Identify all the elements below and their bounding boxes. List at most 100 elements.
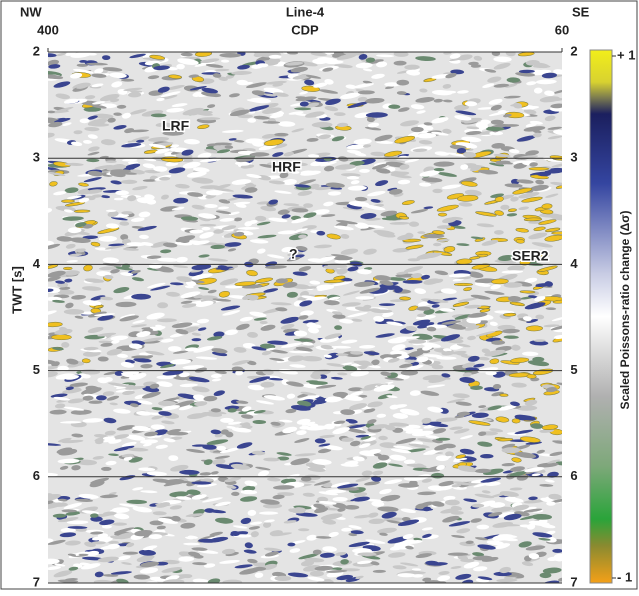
texture-blob <box>121 78 135 82</box>
texture-blob <box>457 297 478 302</box>
texture-blob <box>198 213 217 219</box>
texture-blob <box>162 579 185 583</box>
texture-blob <box>49 409 67 415</box>
texture-blob <box>478 431 487 436</box>
texture-blob <box>508 149 520 154</box>
texture-blob <box>48 442 61 446</box>
y-tick-label: 2 <box>33 43 40 58</box>
texture-blob <box>219 217 235 222</box>
texture-blob <box>304 111 325 118</box>
texture-blob <box>271 532 293 537</box>
texture-blob <box>420 390 440 396</box>
texture-blob <box>532 132 542 138</box>
texture-blob <box>543 324 560 328</box>
texture-blob <box>470 236 484 240</box>
texture-blob <box>367 122 380 128</box>
texture-blob <box>93 113 114 119</box>
texture-blob <box>67 553 77 557</box>
annotation: ? <box>289 246 298 262</box>
texture-blob <box>534 339 546 342</box>
texture-blob <box>368 518 385 525</box>
texture-blob <box>196 318 210 324</box>
texture-blob <box>114 370 124 376</box>
texture-blob <box>324 106 339 112</box>
texture-blob <box>177 58 199 65</box>
texture-blob <box>137 225 157 231</box>
texture-blob <box>263 395 286 401</box>
texture-blob <box>348 424 367 429</box>
texture-blob <box>373 230 395 236</box>
texture-blob <box>529 184 549 191</box>
texture-blob <box>354 196 368 202</box>
texture-blob <box>317 287 327 292</box>
texture-blob <box>539 572 552 579</box>
texture-blob <box>370 151 386 157</box>
texture-blob <box>412 148 428 153</box>
texture-blob <box>199 472 212 476</box>
texture-blob <box>313 397 328 405</box>
texture-blob <box>508 295 522 302</box>
texture-blob <box>97 533 109 538</box>
texture-blob <box>403 476 420 481</box>
texture-blob <box>48 493 61 502</box>
texture-blob <box>333 420 346 425</box>
texture-blob <box>311 121 333 128</box>
texture-blob <box>463 498 478 503</box>
texture-blob <box>128 92 142 98</box>
texture-blob <box>87 170 104 177</box>
texture-blob <box>112 434 130 440</box>
texture-blob <box>318 134 331 140</box>
texture-blob <box>367 190 386 197</box>
texture-blob <box>549 451 562 456</box>
texture-blob <box>68 566 79 571</box>
texture-blob <box>359 344 376 349</box>
texture-blob <box>199 223 217 227</box>
texture-blob <box>526 319 539 323</box>
texture-blob <box>406 364 424 371</box>
texture-blob <box>294 453 317 457</box>
texture-blob <box>305 296 327 301</box>
texture-blob <box>492 383 502 390</box>
texture-blob <box>366 224 385 229</box>
texture-blob <box>432 188 443 194</box>
texture-blob <box>434 270 449 276</box>
texture-blob <box>365 57 376 63</box>
texture-blob <box>516 405 538 411</box>
texture-blob <box>286 381 304 387</box>
texture-blob <box>371 309 393 314</box>
texture-blob <box>328 296 341 301</box>
texture-blob <box>270 302 292 306</box>
texture-blob <box>190 269 202 273</box>
texture-blob <box>483 468 504 476</box>
texture-blob <box>102 55 111 61</box>
texture-blob <box>94 434 108 438</box>
texture-blob <box>397 573 416 578</box>
texture-blob <box>431 304 440 308</box>
texture-blob <box>558 577 562 582</box>
texture-blob <box>441 373 451 378</box>
texture-blob <box>347 266 359 272</box>
texture-blob <box>396 91 407 95</box>
texture-blob <box>273 485 295 490</box>
texture-blob <box>411 568 422 571</box>
texture-blob <box>340 409 355 416</box>
texture-blob <box>249 521 263 525</box>
texture-blob <box>309 280 321 285</box>
texture-blob <box>548 493 562 500</box>
texture-blob <box>122 163 141 170</box>
texture-blob <box>65 386 74 391</box>
y-tick-label: 3 <box>33 150 40 165</box>
texture-blob <box>268 180 285 185</box>
texture-blob <box>423 278 440 285</box>
texture-blob <box>119 503 139 508</box>
left-label: NW <box>20 4 42 19</box>
texture-blob <box>449 53 461 59</box>
texture-blob <box>210 471 219 475</box>
texture-blob <box>414 288 427 294</box>
texture-blob <box>171 103 188 108</box>
texture-blob <box>191 204 205 210</box>
texture-blob <box>268 217 288 223</box>
texture-blob <box>422 533 432 538</box>
texture-blob <box>100 296 114 301</box>
texture-blob <box>417 313 427 318</box>
